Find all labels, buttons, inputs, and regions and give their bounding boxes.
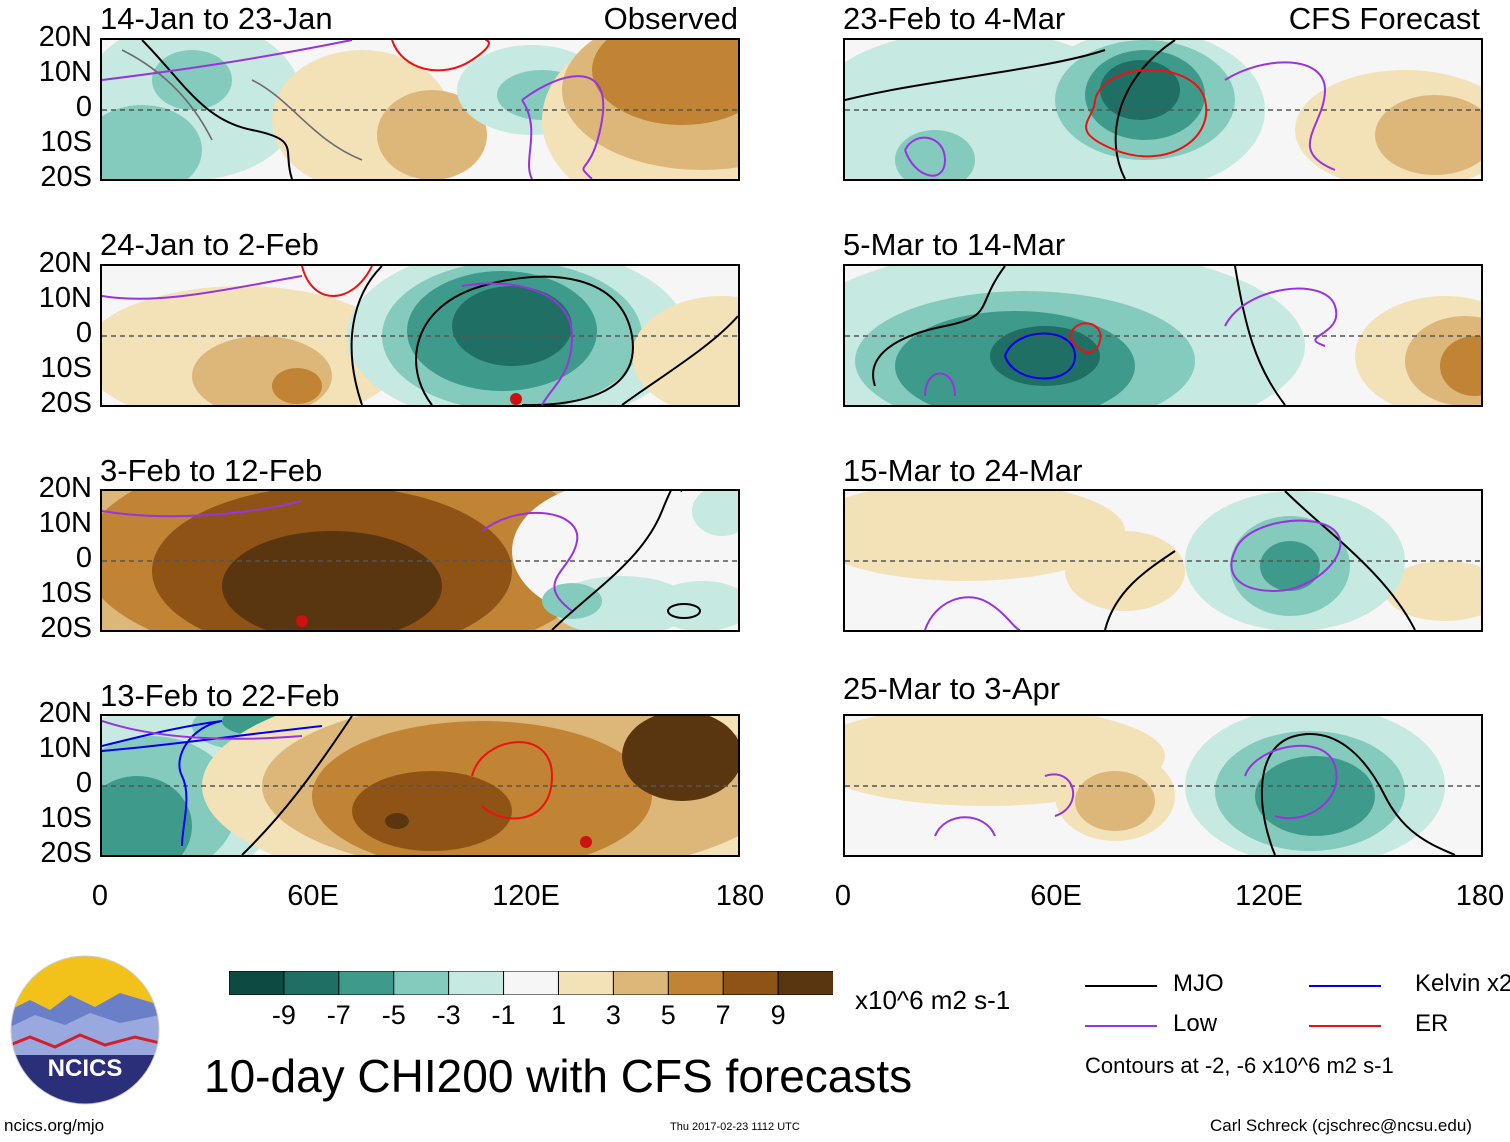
map-panel-5 <box>843 38 1483 181</box>
footer-author: Carl Schreck (cjschrec@ncsu.edu) <box>1210 1116 1472 1135</box>
legend-line <box>1309 1025 1381 1027</box>
legend-label: ER <box>1415 1010 1449 1037</box>
map-panel-7 <box>843 489 1483 632</box>
y-tick-row3-0: 20N <box>38 472 92 504</box>
footer-timestamp: Thu 2017-02-23 1112 UTC <box>670 1121 800 1133</box>
y-tick-row4-2: 0 <box>75 767 92 799</box>
colorbar-bin-2 <box>338 970 395 996</box>
y-tick-row1-4: 20S <box>40 161 92 193</box>
colorbar-units: x10^6 m2 s-1 <box>855 985 1011 1015</box>
colorbar-bin-6 <box>557 970 615 996</box>
y-tick-row4-3: 10S <box>40 802 92 834</box>
panel-4-title: 13-Feb to 22-Feb <box>100 678 340 713</box>
colorbar-tick-6: 3 <box>605 1000 621 1030</box>
legend-label: MJO <box>1173 970 1224 997</box>
colorbar-tick-8: 7 <box>715 1000 731 1030</box>
colorbar <box>228 970 834 996</box>
y-tick-row3-1: 10N <box>38 507 92 539</box>
colorbar-tick-4: -1 <box>491 1000 516 1030</box>
panel-7-title: 15-Mar to 24-Mar <box>843 453 1083 488</box>
panel-2-title: 24-Jan to 2-Feb <box>100 227 319 262</box>
legend-line <box>1085 1025 1157 1027</box>
colorbar-tick-3: -3 <box>436 1000 461 1030</box>
legend-line <box>1309 985 1381 987</box>
y-tick-row2-4: 20S <box>40 387 92 419</box>
y-tick-row2-3: 10S <box>40 352 92 384</box>
x-tick-right-0: 0 <box>834 880 852 912</box>
y-tick-row1-1: 10N <box>38 56 92 88</box>
colorbar-bin-7 <box>612 970 670 996</box>
y-tick-row1-2: 0 <box>75 91 92 123</box>
y-tick-row3-4: 20S <box>40 612 92 644</box>
x-tick-left-60e: 60E <box>287 880 339 912</box>
y-tick-row2-2: 0 <box>75 317 92 349</box>
x-tick-left-0: 0 <box>91 880 109 912</box>
panel-1-title: 14-Jan to 23-Jan <box>100 1 333 36</box>
colorbar-tick-9: 9 <box>770 1000 786 1030</box>
logo-text: NCICS <box>48 1055 123 1082</box>
colorbar-ticks: -9 -7 -5 -3 -1 1 3 5 7 9 <box>229 1000 833 1030</box>
legend-label: Low <box>1173 1010 1218 1037</box>
y-tick-row2-1: 10N <box>38 282 92 314</box>
observed-label: Observed <box>603 1 738 36</box>
colorbar-bin-9 <box>722 970 780 996</box>
colorbar-bin-0 <box>228 970 285 996</box>
colorbar-tick-2: -5 <box>381 1000 406 1030</box>
x-tick-left-180: 180 <box>715 880 765 912</box>
colorbar-bin-4 <box>448 970 505 996</box>
colorbar-tick-0: -9 <box>271 1000 296 1030</box>
y-tick-row3-3: 10S <box>40 577 92 609</box>
y-tick-row4-1: 10N <box>38 732 92 764</box>
contour-legend: MJO Kelvin x2 Low ER <box>1085 970 1510 1042</box>
footer-url[interactable]: ncics.org/mjo <box>4 1116 105 1135</box>
y-tick-row1-3: 10S <box>40 126 92 158</box>
forecast-label: CFS Forecast <box>1288 1 1480 36</box>
legend-label: Kelvin x2 <box>1415 970 1510 997</box>
x-tick-right-120e: 120E <box>1235 880 1303 912</box>
colorbar-tick-1: -7 <box>326 1000 351 1030</box>
y-tick-row1-0: 20N <box>38 21 92 53</box>
x-tick-right-60e: 60E <box>1030 880 1082 912</box>
y-tick-row2-0: 20N <box>38 247 92 279</box>
panel-8-title: 25-Mar to 3-Apr <box>843 671 1061 706</box>
map-panel-4 <box>100 714 740 857</box>
y-tick-row4-4: 20S <box>40 837 92 869</box>
map-panel-8 <box>843 714 1483 857</box>
chart-title: 10-day CHI200 with CFS forecasts <box>204 1050 913 1102</box>
colorbar-bin-5 <box>503 970 560 996</box>
y-tick-row3-2: 0 <box>75 542 92 574</box>
x-tick-left-120e: 120E <box>492 880 560 912</box>
map-panel-2 <box>100 264 740 407</box>
panel-6-title: 5-Mar to 14-Mar <box>843 227 1066 262</box>
panel-5-title: 23-Feb to 4-Mar <box>843 1 1066 36</box>
map-panel-6 <box>843 264 1483 407</box>
legend-line <box>1085 985 1157 987</box>
x-tick-right-180: 180 <box>1455 880 1505 912</box>
colorbar-bin-8 <box>667 970 725 996</box>
panel-3-title: 3-Feb to 12-Feb <box>100 453 323 488</box>
contour-note: Contours at -2, -6 x10^6 m2 s-1 <box>1085 1053 1394 1078</box>
ncics-logo: NCICS <box>10 955 160 1105</box>
colorbar-bin-10 <box>777 970 834 996</box>
y-tick-row4-0: 20N <box>38 697 92 729</box>
colorbar-tick-5: 1 <box>550 1000 566 1030</box>
map-panel-1 <box>100 38 740 181</box>
colorbar-bin-3 <box>393 970 450 996</box>
colorbar-bin-1 <box>283 970 340 996</box>
map-panel-3 <box>100 489 740 632</box>
colorbar-tick-7: 5 <box>660 1000 676 1030</box>
